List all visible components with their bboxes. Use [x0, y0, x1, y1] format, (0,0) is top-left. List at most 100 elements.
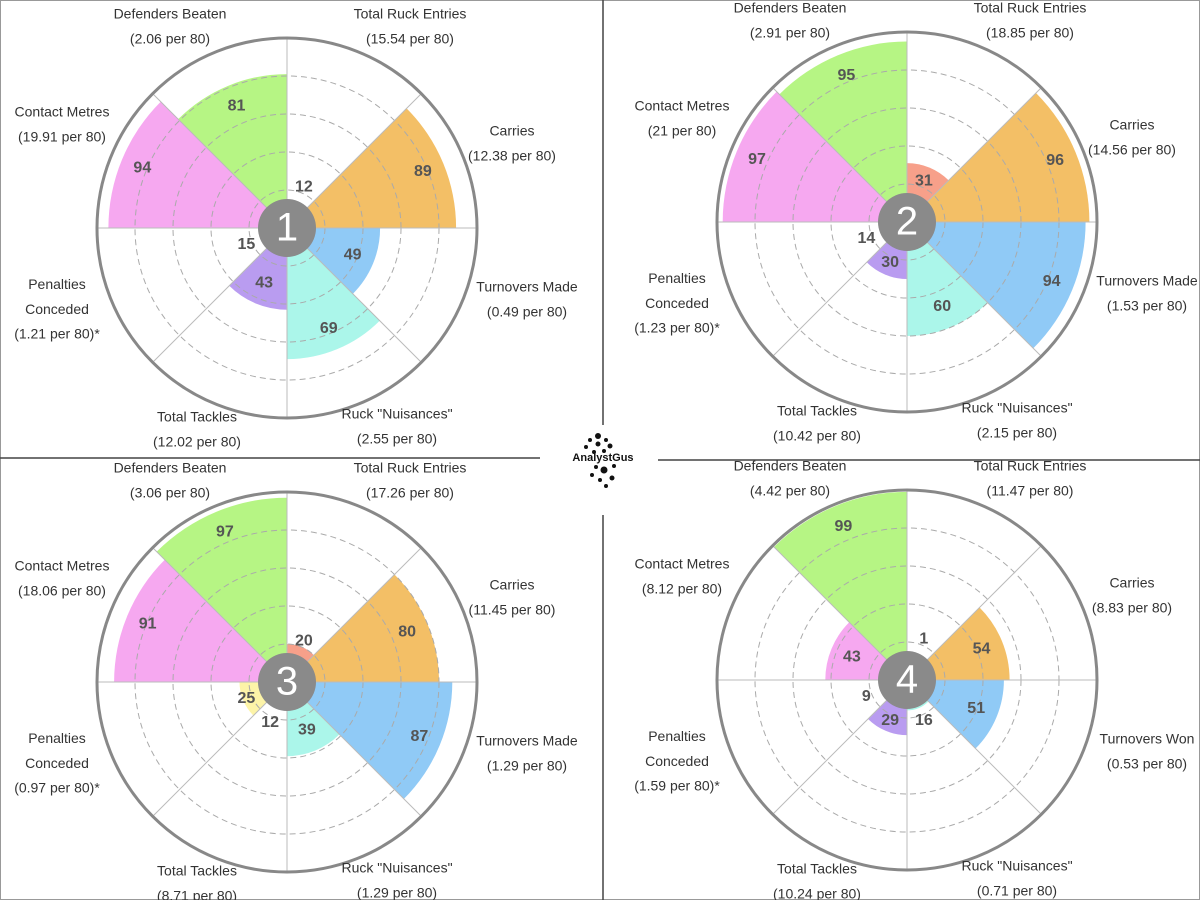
detail-label: (11.47 per 80) [987, 483, 1074, 499]
category-label: Defenders Beaten [114, 460, 227, 476]
spoke [152, 547, 288, 683]
value-label: 1 [919, 631, 928, 648]
wedge [907, 680, 1004, 749]
value-label: 12 [261, 714, 279, 731]
wedge [287, 108, 457, 228]
spoke [772, 221, 908, 357]
value-label: 87 [410, 728, 428, 745]
category-label: Turnovers Made [476, 733, 578, 749]
detail-label: (1.29 per 80) [487, 758, 567, 774]
detail-label: (18.85 per 80) [986, 25, 1074, 41]
value-label: 60 [933, 298, 951, 315]
detail-label: (17.26 per 80) [366, 485, 454, 501]
polar-chart: 20 Total Ruck Entries (17.26 per 80) 80 Carr… [14, 460, 578, 900]
category-label: Total Ruck Entries [974, 458, 1087, 474]
value-label: 99 [835, 518, 853, 535]
detail-label: (1.29 per 80) [357, 885, 437, 900]
polar-chart: 1 Total Ruck Entries (11.47 per 80) 54 Carri… [634, 458, 1194, 900]
badge [878, 651, 936, 709]
detail-label: (2.55 per 80) [357, 431, 437, 447]
value-label: 29 [881, 712, 899, 729]
detail-label: (0.49 per 80) [487, 304, 567, 320]
detail-label: (0.97 per 80)* [14, 780, 100, 796]
wedge [773, 491, 907, 680]
detail-label: (14.56 per 80) [1088, 142, 1176, 158]
detail-label: (8.83 per 80) [1092, 600, 1172, 616]
value-label: 81 [228, 97, 246, 114]
polar-chart: 31 Total Ruck Entries (18.85 per 80) 96 Carr… [634, 0, 1198, 444]
spoke [906, 87, 1042, 223]
spoke [772, 87, 908, 223]
category-label: Penalties Conceded [645, 270, 709, 311]
detail-label: (12.02 per 80) [153, 434, 241, 450]
category-label: Carries [1109, 575, 1154, 591]
value-label: 80 [398, 623, 416, 640]
value-label: 91 [139, 615, 157, 632]
detail-label: (10.24 per 80) [773, 886, 861, 900]
category-label: Total Tackles [157, 409, 237, 425]
spoke [286, 93, 422, 229]
value-label: 31 [915, 173, 933, 190]
category-label: Penalties Conceded [25, 276, 89, 317]
detail-label: (0.71 per 80) [977, 883, 1057, 899]
category-label: Carries [1109, 117, 1154, 133]
value-label: 25 [237, 690, 255, 707]
detail-label: (4.42 per 80) [750, 483, 830, 499]
spoke [152, 681, 288, 817]
value-label: 97 [216, 523, 234, 540]
detail-label: (10.42 per 80) [773, 428, 861, 444]
wedge [907, 607, 1010, 680]
value-label: 30 [881, 254, 899, 271]
spoke [906, 679, 1042, 815]
outer-ring [715, 30, 1099, 414]
logo-icon [584, 433, 616, 488]
detail-label: (8.12 per 80) [642, 581, 722, 597]
value-label: 69 [320, 320, 338, 337]
badge-label: 4 [896, 658, 918, 702]
value-label: 89 [414, 163, 432, 180]
wedge [722, 91, 907, 222]
category-label: Contact Metres [635, 98, 730, 114]
category-label: Total Tackles [777, 861, 857, 877]
spoke [286, 547, 422, 683]
value-label: 54 [973, 640, 991, 657]
detail-label: (11.45 per 80) [469, 602, 556, 618]
value-label: 12 [295, 179, 313, 196]
detail-label: (15.54 per 80) [366, 31, 454, 47]
wedge [156, 497, 287, 682]
detail-label: (2.91 per 80) [750, 25, 830, 41]
spoke [772, 545, 908, 681]
spoke [906, 221, 1042, 357]
wedge [907, 222, 1086, 349]
detail-label: (1.53 per 80) [1107, 298, 1187, 314]
value-label: 96 [1046, 152, 1064, 169]
detail-label: (1.23 per 80)* [634, 320, 720, 336]
logo-text: AnalystGus [572, 452, 633, 464]
spoke [286, 681, 422, 817]
badge-label: 1 [276, 206, 298, 250]
value-label: 95 [837, 67, 855, 84]
category-label: Total Ruck Entries [974, 0, 1087, 16]
detail-label: (8.71 per 80) [157, 888, 237, 900]
category-label: Turnovers Made [476, 279, 578, 295]
category-label: Penalties Conceded [25, 730, 89, 771]
outer-ring [715, 488, 1099, 872]
category-label: Contact Metres [15, 558, 110, 574]
badge [258, 653, 316, 711]
value-label: 9 [862, 688, 871, 705]
wedge [779, 41, 907, 222]
wedge [907, 222, 988, 336]
category-label: Total Tackles [157, 863, 237, 879]
detail-label: (12.38 per 80) [468, 148, 556, 164]
detail-label: (2.06 per 80) [130, 31, 210, 47]
badge-label: 2 [896, 200, 918, 244]
category-label: Turnovers Won [1100, 731, 1195, 747]
value-label: 15 [237, 236, 255, 253]
spoke [152, 93, 288, 229]
value-label: 39 [298, 721, 316, 738]
detail-label: (3.06 per 80) [130, 485, 210, 501]
badge-label: 3 [276, 660, 298, 704]
category-label: Defenders Beaten [734, 458, 847, 474]
value-label: 49 [344, 246, 362, 263]
